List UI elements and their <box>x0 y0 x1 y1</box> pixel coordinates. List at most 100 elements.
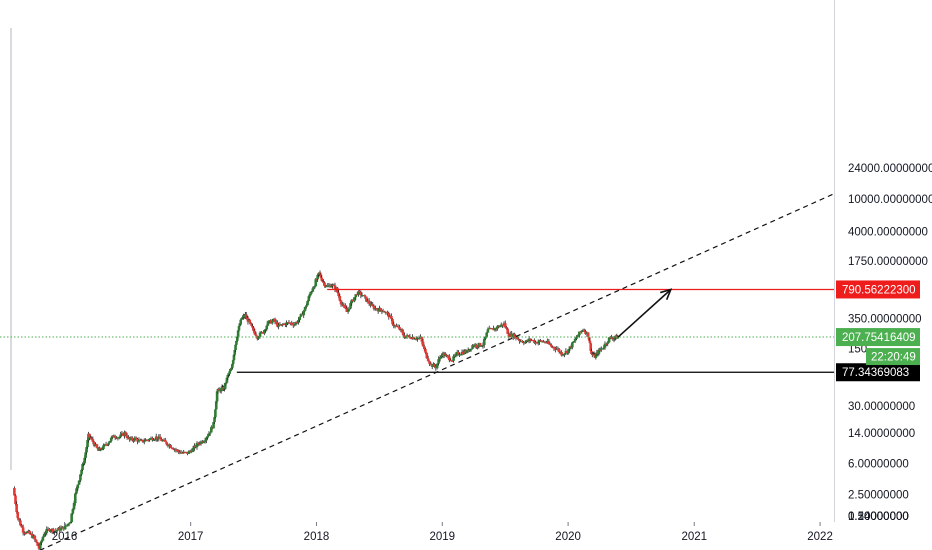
candle-body <box>232 354 236 361</box>
candle-body <box>469 348 473 350</box>
candle-body <box>20 525 24 528</box>
candle-body <box>264 329 267 331</box>
candle-body <box>433 364 436 367</box>
candle-body <box>67 523 71 525</box>
candle-body <box>255 336 259 339</box>
candle-body <box>560 352 563 356</box>
candle-body <box>429 363 433 365</box>
candle-body <box>610 337 613 339</box>
candle-body <box>219 388 223 392</box>
candle-body <box>308 293 312 297</box>
candle-body <box>540 340 544 342</box>
candle-body <box>315 279 319 281</box>
candle-body <box>471 345 474 349</box>
candle-body <box>212 422 215 429</box>
resistance-price-label-bg <box>836 280 920 299</box>
candle-body <box>416 337 419 340</box>
candle-body <box>338 296 342 301</box>
candle-body <box>539 340 542 342</box>
y-tick-label: 14.00000000 <box>848 428 915 440</box>
candle-body <box>515 336 519 339</box>
candle-body <box>380 310 384 312</box>
candle-body <box>321 280 324 282</box>
candle-body <box>81 464 84 470</box>
current-price-label-bg <box>836 328 920 347</box>
candle-body <box>341 304 344 306</box>
candle-body <box>391 318 394 325</box>
candle-body <box>270 320 274 324</box>
ascending-trendline[interactable] <box>39 193 835 550</box>
candle-body <box>235 340 238 345</box>
candle-body <box>333 285 337 290</box>
candle-body <box>36 542 39 546</box>
candle-body <box>240 318 243 320</box>
candle-body <box>217 389 221 391</box>
candle-body <box>294 322 298 325</box>
candle-body <box>457 351 460 355</box>
candle-body <box>15 503 18 513</box>
candle-body <box>70 513 73 523</box>
candle-body <box>589 343 593 351</box>
candle-body <box>414 338 418 340</box>
candle-body <box>202 441 206 443</box>
candle-body <box>374 308 377 310</box>
candle-body <box>533 340 536 343</box>
candle-body <box>322 281 325 283</box>
candle-body <box>381 311 385 313</box>
candle-body <box>55 530 59 532</box>
candle-body <box>419 337 422 339</box>
candle-body <box>119 434 122 438</box>
candle-body <box>295 322 299 324</box>
candle-body <box>353 297 356 302</box>
candle-body <box>72 503 76 510</box>
candle-body <box>367 300 371 304</box>
candle-body <box>404 336 408 339</box>
candle-body <box>424 349 427 353</box>
candle-body <box>86 440 89 448</box>
candle-body <box>358 291 361 293</box>
candle-body <box>561 354 565 356</box>
candle-body <box>146 439 150 441</box>
candle-body <box>203 440 207 442</box>
candle-body <box>290 322 294 325</box>
candle-body <box>548 343 552 345</box>
candle-body <box>61 526 64 528</box>
candle-body <box>227 373 231 375</box>
candle-body <box>499 324 503 326</box>
candle-body <box>17 518 21 521</box>
candle-body <box>113 436 117 438</box>
resistance-price-label-text: 790.56222300 <box>842 284 916 296</box>
candle-body <box>468 348 471 352</box>
candle-body <box>96 447 100 451</box>
projection-arrow-head <box>660 288 673 300</box>
candle-body <box>346 309 350 312</box>
candle-body <box>417 337 421 339</box>
candle-body <box>591 353 594 355</box>
candle-body <box>336 287 339 293</box>
candle-body <box>254 334 258 337</box>
candle-body <box>107 442 110 445</box>
projection-arrow[interactable] <box>617 288 672 338</box>
candle-body <box>571 342 574 348</box>
candle-body <box>263 330 266 334</box>
candle-body <box>601 348 604 350</box>
candle-body <box>387 312 391 318</box>
candle-body <box>149 437 153 439</box>
candle-body <box>481 345 485 347</box>
candle-body <box>49 530 52 532</box>
candle-body <box>152 439 155 441</box>
candle-body <box>323 282 326 287</box>
candle-body <box>269 320 273 324</box>
candle-body <box>48 528 51 531</box>
candle-body <box>371 304 375 307</box>
candle-body <box>130 437 134 441</box>
candle-body <box>205 437 208 441</box>
candle-body <box>524 342 527 344</box>
candle-body <box>236 330 240 337</box>
candle-body <box>19 520 22 526</box>
candle-body <box>480 345 483 347</box>
candle-body <box>319 274 323 278</box>
candle-body <box>28 530 31 534</box>
y-tick-label: 150. <box>848 344 870 356</box>
candle-body <box>66 523 70 526</box>
